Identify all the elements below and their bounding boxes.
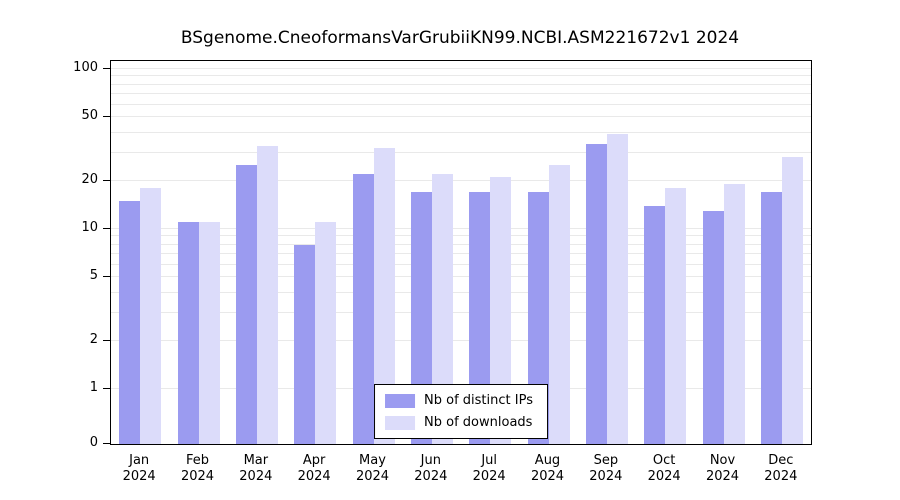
gridline-8	[111, 243, 811, 245]
bar-nov-distinct-ips	[702, 210, 724, 444]
bar-dec-downloads	[781, 157, 803, 444]
x-tick-year-feb: 2024	[180, 469, 215, 484]
gridline-80	[111, 83, 811, 85]
x-tick-label-mar: Mar	[243, 453, 269, 468]
y-tick-label-2: 2	[89, 331, 98, 347]
legend: Nb of distinct IPs Nb of downloads	[374, 384, 548, 439]
bar-mar-downloads	[256, 146, 278, 444]
gridline-10	[111, 228, 811, 229]
y-tick-mark-1	[103, 388, 110, 389]
y-tick-mark-20	[103, 179, 110, 181]
x-tick-label-jun: Jun	[420, 453, 441, 468]
x-tick-year-jan: 2024	[122, 469, 156, 484]
x-tick-label-nov: Nov	[709, 453, 736, 468]
bar-aug-downloads	[548, 165, 570, 444]
y-tick-label-1: 1	[89, 380, 98, 395]
gridline-2	[111, 339, 811, 341]
x-tick-label-jul: Jul	[481, 453, 497, 468]
legend-swatch-downloads	[385, 415, 416, 430]
bar-apr-distinct-ips	[294, 244, 316, 444]
bar-nov-downloads	[723, 184, 745, 444]
bar-feb-distinct-ips	[177, 222, 199, 444]
bar-jul-distinct-ips	[469, 192, 491, 444]
plot-area: Nb of distinct IPs Nb of downloads	[110, 60, 812, 445]
legend-item-downloads: Nb of downloads	[385, 415, 533, 430]
bar-oct-downloads	[665, 188, 687, 444]
y-tick-label-5: 5	[89, 268, 98, 284]
gridline-60	[111, 103, 811, 105]
bar-jun-downloads	[431, 174, 453, 444]
x-tick-year-oct: 2024	[647, 469, 681, 484]
y-tick-label-50: 50	[81, 108, 98, 124]
gridline-70	[111, 92, 811, 94]
y-tick-mark-10	[103, 228, 110, 229]
x-tick-label-feb: Feb	[185, 453, 210, 468]
x-tick-label-aug: Aug	[534, 453, 561, 468]
x-tick-label-may: May	[359, 453, 386, 468]
legend-item-distinct-ips: Nb of distinct IPs	[385, 393, 533, 408]
gridline-30	[111, 151, 811, 153]
bar-jul-downloads	[490, 177, 512, 444]
x-tick-year-dec: 2024	[764, 469, 798, 484]
x-tick-year-mar: 2024	[239, 469, 273, 484]
gridline-3	[111, 311, 811, 313]
bar-jan-distinct-ips	[119, 200, 141, 444]
gridline-100	[111, 68, 811, 69]
bar-apr-downloads	[315, 222, 337, 444]
bar-sep-distinct-ips	[585, 143, 607, 444]
bar-dec-distinct-ips	[760, 192, 782, 444]
x-tick-label-dec: Dec	[768, 453, 794, 468]
y-tick-mark-50	[103, 116, 110, 118]
y-tick-mark-0	[103, 443, 110, 444]
x-tick-year-may: 2024	[355, 469, 390, 484]
x-tick-year-jun: 2024	[414, 469, 448, 484]
bar-jun-distinct-ips	[410, 192, 432, 444]
x-tick-label-jan: Jan	[129, 453, 150, 468]
gridline-4	[111, 291, 811, 293]
bar-may-distinct-ips	[352, 174, 374, 444]
x-tick-label-sep: Sep	[593, 453, 619, 468]
bar-aug-distinct-ips	[527, 192, 549, 444]
chart-title: BSgenome.CneoformansVarGrubiiKN99.NCBI.A…	[180, 28, 740, 48]
gridline-50	[111, 116, 811, 118]
bar-mar-distinct-ips	[235, 165, 257, 444]
gridline-40	[111, 131, 811, 133]
bar-may-downloads	[373, 148, 395, 444]
x-tick-year-apr: 2024	[297, 469, 331, 484]
bar-sep-downloads	[606, 134, 628, 444]
bar-feb-downloads	[198, 222, 220, 444]
y-tick-label-20: 20	[81, 171, 98, 187]
bar-jan-downloads	[140, 188, 162, 444]
legend-label-distinct-ips: Nb of distinct IPs	[424, 393, 533, 408]
y-tick-label-10: 10	[81, 220, 98, 235]
gridline-6	[111, 263, 811, 265]
bar-oct-distinct-ips	[644, 205, 666, 444]
y-tick-label-100: 100	[73, 60, 98, 75]
gridline-20	[111, 179, 811, 181]
x-tick-year-nov: 2024	[705, 469, 740, 484]
y-tick-mark-2	[103, 339, 110, 341]
x-tick-year-aug: 2024	[530, 469, 565, 484]
x-tick-year-sep: 2024	[589, 469, 623, 484]
gridline-5	[111, 276, 811, 278]
y-tick-mark-100	[103, 68, 110, 69]
gridline-90	[111, 75, 811, 77]
gridline-7	[111, 252, 811, 254]
x-tick-year-jul: 2024	[472, 469, 506, 484]
x-tick-label-apr: Apr	[302, 453, 326, 468]
x-tick-label-oct: Oct	[652, 453, 676, 468]
y-tick-label-0: 0	[89, 435, 98, 450]
y-tick-mark-5	[103, 276, 110, 278]
legend-label-downloads: Nb of downloads	[424, 415, 533, 430]
gridline-9	[111, 235, 811, 237]
legend-swatch-distinct-ips	[385, 393, 416, 408]
